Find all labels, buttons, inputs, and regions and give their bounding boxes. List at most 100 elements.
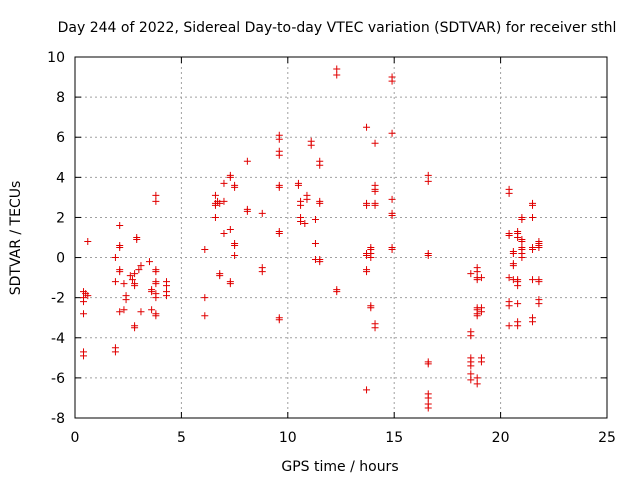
data-point [477, 274, 485, 282]
data-point [258, 209, 266, 217]
data-point [505, 189, 513, 197]
data-point [467, 370, 475, 378]
data-point [473, 374, 481, 382]
data-point [535, 278, 543, 286]
data-point [201, 246, 209, 254]
x-axis-label: GPS time / hours [281, 459, 398, 475]
data-point [80, 310, 88, 318]
x-tick-label: 20 [492, 430, 510, 446]
data-point [111, 278, 119, 286]
data-point [116, 308, 124, 316]
data-point [424, 252, 432, 260]
data-point [467, 332, 475, 340]
data-point [126, 272, 134, 280]
data-point [333, 65, 341, 73]
data-point [201, 312, 209, 320]
data-point [529, 201, 537, 209]
data-point [275, 183, 283, 191]
data-point [80, 352, 88, 360]
data-point [388, 195, 396, 203]
data-point [367, 254, 375, 262]
data-point [294, 181, 302, 189]
data-point [231, 183, 239, 191]
data-point [467, 270, 475, 278]
data-point [152, 280, 160, 288]
data-point [163, 282, 171, 290]
data-point [514, 300, 522, 308]
data-point [529, 318, 537, 326]
data-point [477, 308, 485, 316]
data-point [514, 234, 522, 241]
data-point [363, 268, 371, 276]
data-point [505, 231, 513, 239]
x-tick-label: 10 [279, 430, 297, 446]
data-point [467, 362, 475, 370]
data-point [145, 258, 153, 266]
data-point [111, 348, 119, 356]
axis-ticks: 0 5 10 15 20 25 -8 -6 -4 -2 0 2 4 6 8 10 [47, 50, 616, 446]
data-point [275, 135, 283, 143]
data-point [529, 276, 537, 284]
y-tick-label: 8 [56, 90, 65, 106]
data-point [148, 288, 156, 296]
data-point [84, 238, 92, 246]
data-point [120, 280, 128, 288]
data-point [509, 250, 517, 258]
data-point [201, 294, 209, 302]
data-point [316, 258, 324, 266]
data-point [514, 282, 522, 290]
y-axis-label: SDTVAR / TECUs [8, 181, 24, 296]
data-point [84, 292, 92, 300]
data-point [424, 177, 432, 185]
data-point [131, 282, 139, 290]
data-point [135, 266, 143, 274]
data-point [509, 262, 517, 270]
x-tick-label: 15 [385, 430, 403, 446]
data-point [424, 360, 432, 368]
data-point [505, 322, 513, 330]
y-tick-label: -6 [51, 371, 65, 387]
data-point [473, 380, 481, 388]
y-tick-label: -2 [51, 291, 65, 307]
data-point [473, 276, 481, 284]
data-point [333, 71, 341, 79]
data-point [529, 246, 537, 254]
data-point [220, 229, 228, 237]
data-point [152, 197, 160, 205]
data-point [231, 252, 239, 260]
data-point [477, 358, 485, 366]
data-point [316, 199, 324, 207]
data-point [297, 201, 305, 209]
data-point [80, 298, 88, 306]
data-point [152, 312, 160, 320]
data-point [388, 246, 396, 254]
plot-frame [74, 56, 608, 419]
x-tick-label: 0 [71, 430, 80, 446]
data-point [128, 276, 136, 284]
data-point [231, 242, 239, 250]
data-point [424, 394, 432, 402]
data-point [243, 157, 251, 165]
y-tick-label: -8 [51, 411, 65, 427]
data-point [363, 386, 371, 394]
data-point [137, 308, 145, 316]
data-point [275, 151, 283, 159]
data-point [518, 254, 526, 262]
data-point [303, 195, 311, 203]
data-point [424, 171, 432, 179]
data-point [311, 240, 319, 248]
data-point [307, 141, 315, 149]
data-point [371, 201, 379, 209]
data-point [163, 292, 171, 300]
data-point [152, 268, 160, 276]
data-point [220, 179, 228, 187]
data-point [514, 322, 522, 330]
data-point [316, 161, 324, 169]
data-point [226, 173, 234, 181]
data-point [258, 268, 266, 276]
data-point [216, 272, 224, 280]
y-tick-label: 2 [56, 210, 65, 226]
data-point [535, 300, 543, 308]
data-point [216, 199, 224, 207]
